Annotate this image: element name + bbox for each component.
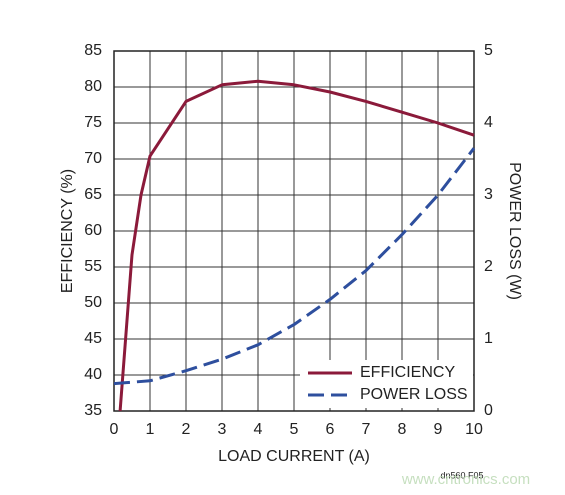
y2-tick-label: 5 (484, 42, 493, 59)
y-tick-label: 35 (84, 402, 102, 419)
x-tick-label: 0 (110, 421, 119, 438)
y2-tick-label: 2 (484, 258, 493, 275)
y-tick-label: 85 (84, 42, 102, 59)
annotation: www.cntronics.com (401, 471, 530, 488)
y-axis-label: EFFICIENCY (%) (59, 169, 76, 293)
x-axis-label: LOAD CURRENT (A) (218, 448, 370, 465)
legend-label: EFFICIENCY (360, 364, 455, 381)
y-tick-label: 70 (84, 150, 102, 167)
y2-tick-label: 4 (484, 114, 493, 131)
y-tick-label: 45 (84, 330, 102, 347)
y-tick-label: 40 (84, 366, 102, 383)
y-tick-label: 80 (84, 78, 102, 95)
x-tick-label: 8 (398, 421, 407, 438)
plot-frame (113, 50, 475, 412)
x-tick-label: 10 (465, 421, 483, 438)
x-tick-label: 3 (218, 421, 227, 438)
series-line (118, 79, 475, 412)
y-tick-label: 75 (84, 114, 102, 131)
y2-tick-label: 0 (484, 402, 493, 419)
y-tick-label: 55 (84, 258, 102, 275)
y2-axis-label: POWER LOSS (W) (506, 162, 523, 300)
x-tick-label: 5 (290, 421, 299, 438)
x-tick-label: 1 (146, 421, 155, 438)
x-tick-label: 2 (182, 421, 191, 438)
series-line (113, 147, 476, 386)
legend-background (300, 360, 473, 408)
annotation: dn560 F05 (440, 470, 483, 480)
y-tick-label: 50 (84, 294, 102, 311)
x-tick-label: 6 (326, 421, 335, 438)
x-tick-label: 4 (254, 421, 263, 438)
y2-tick-label: 1 (484, 330, 493, 347)
x-tick-label: 7 (362, 421, 371, 438)
y-tick-label: 65 (84, 186, 102, 203)
y-tick-label: 60 (84, 222, 102, 239)
x-tick-label: 9 (434, 421, 443, 438)
y2-tick-label: 3 (484, 186, 493, 203)
legend-label: POWER LOSS (360, 386, 468, 403)
